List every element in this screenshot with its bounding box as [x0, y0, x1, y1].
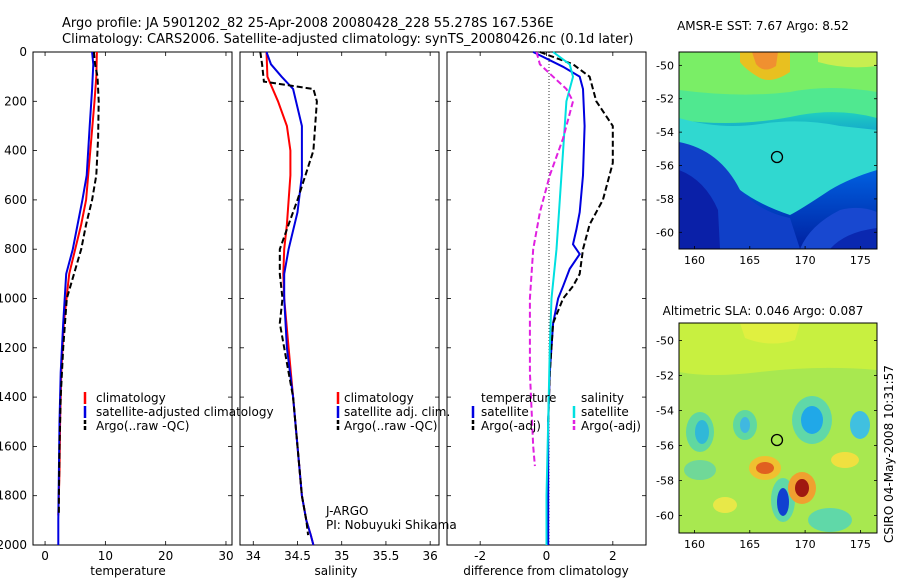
salinity-series	[259, 51, 318, 546]
depth-tick-label: 1400	[0, 390, 27, 404]
legend-label-argo: Argo(..raw -QC)	[96, 419, 189, 433]
temperature-xlabel: temperature	[90, 564, 165, 578]
header-line1: Argo profile: JA 5901202_82 25-Apr-2008 …	[62, 16, 554, 31]
legend-label-climatology: climatology	[96, 391, 166, 405]
sla-map-image	[678, 322, 878, 534]
legend-header-salinity: salinity	[581, 391, 624, 405]
temperature-xticks: 0 10 20 30	[41, 52, 234, 563]
temperature-xtick-label: 0	[41, 549, 49, 563]
legend-label-satellite-sal: satellite	[581, 405, 629, 419]
series-line-argo-adj-salinity	[528, 51, 575, 467]
series-line-satellite-adjusted-climatology	[57, 51, 95, 545]
lat-tick-label: -54	[656, 126, 674, 139]
lon-tick-label: 160	[684, 254, 705, 267]
temperature-series	[57, 51, 100, 545]
series-line-argo-raw-qc	[259, 51, 318, 536]
float-program-label: J-ARGO	[325, 504, 368, 518]
depth-tick-labels: 0 200 400 600 800 1000 1200 1400 1600 1800 2000	[0, 45, 27, 552]
sst-map-image	[678, 51, 878, 250]
depth-tick-label: 400	[4, 144, 27, 158]
salinity-xticks: 34 34.5 35 35.5 36	[246, 52, 438, 563]
sst-map-lat-labels: -50 -52 -54 -56 -58 -60	[656, 59, 877, 239]
series-line-climatology	[265, 51, 315, 546]
series-line-argo-adj-temperature	[539, 51, 614, 422]
lat-tick-label: -60	[656, 226, 674, 239]
lat-tick-label: -56	[656, 440, 674, 453]
sla-map-lon-labels: 160 165 170 175	[684, 530, 871, 551]
lat-tick-label: -58	[656, 475, 674, 488]
salinity-xtick-label: 34.5	[284, 549, 311, 563]
depth-tick-label: 1000	[0, 292, 27, 306]
lon-tick-label: 165	[739, 538, 760, 551]
lat-tick-label: -50	[656, 59, 674, 72]
temperature-xtick-label: 30	[218, 549, 233, 563]
series-line-satellite-temperature	[532, 51, 586, 545]
legend-label-argo-temp: Argo(-adj)	[481, 419, 541, 433]
legend-label-argo: Argo(..raw -QC)	[344, 419, 437, 433]
temperature-xtick-label: 10	[98, 549, 113, 563]
lon-tick-label: 170	[795, 538, 816, 551]
lat-tick-label: -52	[656, 370, 674, 383]
depth-tick-label: 200	[4, 94, 27, 108]
legend-label-satellite: satellite adj. clim.	[344, 405, 450, 419]
sla-map-lat-labels: -50 -52 -54 -56 -58 -60	[656, 335, 877, 523]
depth-tick-label: 600	[4, 193, 27, 207]
difference-xtick-label: 0	[543, 549, 551, 563]
pi-label: PI: Nobuyuki Shikama	[326, 518, 457, 532]
lat-tick-label: -56	[656, 160, 674, 173]
lon-tick-label: 160	[684, 538, 705, 551]
salinity-axes	[239, 51, 440, 546]
difference-series	[528, 51, 614, 545]
sst-map-lon-labels: 160 165 170 175	[684, 246, 871, 267]
legend-label-satellite-temp: satellite	[481, 405, 529, 419]
depth-tick-label: 1200	[0, 341, 27, 355]
difference-legend: temperature salinity satellite Argo(-adj…	[471, 391, 641, 433]
legend-label-satellite: satellite-adjusted climatology	[96, 405, 274, 419]
depth-tick-label: 800	[4, 242, 27, 256]
sst-map-title: AMSR-E SST: 7.67 Argo: 8.52	[677, 19, 849, 33]
sla-profile-marker	[770, 433, 784, 447]
depth-tick-label: 2000	[0, 538, 27, 552]
depth-tick-label: 1800	[0, 489, 27, 503]
temperature-legend: climatology satellite-adjusted climatolo…	[83, 391, 274, 433]
lon-tick-label: 175	[850, 254, 871, 267]
depth-tick-label: 1600	[0, 439, 27, 453]
credit-timestamp: CSIRO 04-May-2008 10:31:57	[882, 365, 896, 543]
difference-xtick-label: -2	[474, 549, 486, 563]
series-line-satellite-adj-clim	[265, 51, 315, 546]
sla-map-title: Altimetric SLA: 0.046 Argo: 0.087	[663, 304, 864, 318]
salinity-xlabel: salinity	[314, 564, 357, 578]
depth-tick-marks	[33, 51, 646, 546]
lat-tick-label: -52	[656, 93, 674, 106]
lat-tick-label: -58	[656, 193, 674, 206]
depth-tick-label: 0	[19, 45, 27, 59]
lon-tick-label: 165	[739, 254, 760, 267]
temperature-axes	[32, 51, 233, 546]
salinity-xtick-label: 36	[423, 549, 438, 563]
legend-label-argo-sal: Argo(-adj)	[581, 419, 641, 433]
sst-profile-marker	[770, 150, 784, 164]
lat-tick-label: -60	[656, 510, 674, 523]
legend-label-climatology: climatology	[344, 391, 414, 405]
temperature-xtick-label: 20	[158, 549, 173, 563]
series-line-climatology	[57, 51, 98, 516]
salinity-xtick-label: 34	[246, 549, 261, 563]
salinity-xtick-label: 35	[334, 549, 349, 563]
difference-xticks: -2 0 2	[474, 52, 617, 563]
lat-tick-label: -54	[656, 405, 674, 418]
lon-tick-label: 170	[795, 254, 816, 267]
legend-header-temperature: temperature	[481, 391, 556, 405]
series-line-satellite-salinity	[545, 51, 575, 545]
difference-xlabel: difference from climatology	[463, 564, 629, 578]
difference-xtick-label: 2	[609, 549, 617, 563]
salinity-legend: climatology satellite adj. clim. Argo(..…	[336, 391, 450, 433]
header-line2: Climatology: CARS2006. Satellite-adjuste…	[62, 32, 634, 47]
series-line-argo-raw-qc	[57, 51, 100, 516]
lat-tick-label: -50	[656, 335, 674, 348]
salinity-xtick-label: 35.5	[373, 549, 400, 563]
lon-tick-label: 175	[850, 538, 871, 551]
